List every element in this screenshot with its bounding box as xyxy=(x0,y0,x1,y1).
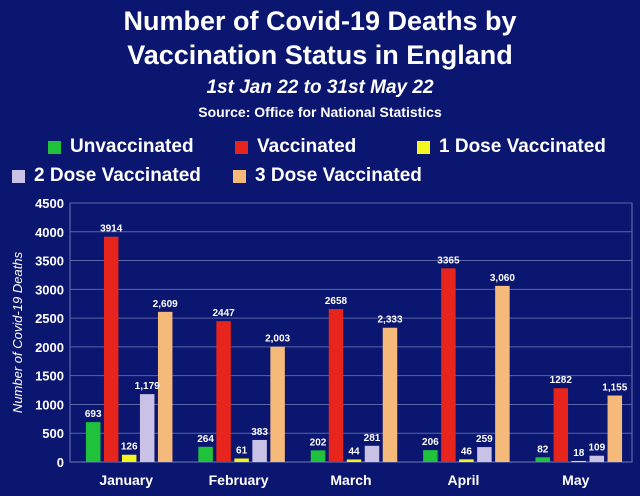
legend-item-vaccinated: Vaccinated xyxy=(235,136,356,158)
chart-source: Source: Office for National Statistics xyxy=(198,104,442,120)
bar xyxy=(234,458,249,462)
bar xyxy=(571,460,587,462)
y-tick-label: 1000 xyxy=(35,397,64,412)
data-label: 44 xyxy=(348,446,360,457)
y-tick-label: 0 xyxy=(57,455,64,470)
legend-swatch-vaccinated xyxy=(235,140,248,154)
y-axis-label: Number of Covid-19 Deaths xyxy=(10,251,25,413)
data-label: 1282 xyxy=(550,375,573,386)
data-label: 383 xyxy=(251,427,268,438)
data-label: 259 xyxy=(476,434,493,445)
data-label: 202 xyxy=(310,437,327,448)
bar xyxy=(103,236,119,462)
legend-swatch-3-dose xyxy=(233,169,246,183)
bar xyxy=(157,311,173,462)
chart-title-line1: Number of Covid-19 Deaths by xyxy=(123,6,517,36)
data-label: 1,179 xyxy=(135,381,160,392)
bar xyxy=(459,459,474,462)
bar xyxy=(382,327,398,462)
bar xyxy=(216,321,231,462)
data-label: 264 xyxy=(197,434,214,445)
data-label: 126 xyxy=(121,442,138,453)
x-category-label: May xyxy=(562,472,589,488)
bar xyxy=(252,439,267,462)
x-category-label: February xyxy=(209,472,269,488)
chart-title-line2: Vaccination Status in England xyxy=(127,40,513,70)
legend-item-3-dose: 3 Dose Vaccinated xyxy=(233,165,422,187)
bar xyxy=(346,459,362,462)
x-category-label: April xyxy=(447,472,479,488)
data-label: 281 xyxy=(364,433,381,444)
data-label: 109 xyxy=(588,443,605,454)
legend-item-2-dose: 2 Dose Vaccinated xyxy=(12,165,201,187)
legend-label-unvaccinated: Unvaccinated xyxy=(70,136,194,157)
data-label: 46 xyxy=(461,446,473,457)
x-category-label: January xyxy=(99,472,153,488)
legend-item-unvaccinated: Unvaccinated xyxy=(48,136,194,158)
data-label: 3365 xyxy=(437,255,460,266)
data-label: 61 xyxy=(236,445,248,456)
bar xyxy=(328,309,344,462)
bar xyxy=(121,454,137,462)
y-tick-label: 1500 xyxy=(35,369,64,384)
legend-label-vaccinated: Vaccinated xyxy=(257,136,357,157)
data-label: 2447 xyxy=(212,308,235,319)
bar xyxy=(495,285,510,462)
bar xyxy=(423,450,438,462)
bar xyxy=(535,457,551,462)
data-label: 3,060 xyxy=(490,273,515,284)
bar xyxy=(553,388,569,462)
chart-subtitle: 1st Jan 22 to 31st May 22 xyxy=(206,77,434,98)
data-label: 1,155 xyxy=(602,383,627,394)
legend-label-3-dose: 3 Dose Vaccinated xyxy=(255,165,422,186)
bar xyxy=(607,395,623,462)
bar xyxy=(364,445,380,462)
data-label: 82 xyxy=(537,444,549,455)
y-tick-label: 500 xyxy=(42,426,64,441)
data-label: 2,609 xyxy=(153,299,178,310)
data-label: 206 xyxy=(422,437,439,448)
y-tick-label: 3500 xyxy=(35,254,64,269)
bar xyxy=(441,268,456,462)
bar xyxy=(85,422,101,462)
y-tick-label: 4000 xyxy=(35,225,64,240)
y-tick-label: 2500 xyxy=(35,311,64,326)
y-tick-label: 4500 xyxy=(35,196,64,211)
data-label: 2658 xyxy=(325,296,348,307)
y-tick-label: 3000 xyxy=(35,282,64,297)
bar xyxy=(270,346,285,462)
data-label: 3914 xyxy=(100,224,123,235)
data-label: 2,333 xyxy=(377,315,402,326)
y-tick-label: 2000 xyxy=(35,340,64,355)
bar xyxy=(198,446,213,462)
legend-swatch-2-dose xyxy=(12,169,25,183)
bar xyxy=(139,394,155,462)
data-label: 18 xyxy=(573,448,585,459)
x-category-label: March xyxy=(330,472,371,488)
legend-swatch-1-dose xyxy=(417,140,430,154)
bar xyxy=(477,447,492,462)
bar xyxy=(310,450,326,462)
legend-item-1-dose: 1 Dose Vaccinated xyxy=(417,136,606,158)
bar xyxy=(589,455,605,462)
data-label: 2,003 xyxy=(265,334,290,345)
legend-label-2-dose: 2 Dose Vaccinated xyxy=(34,165,201,186)
legend-swatch-unvaccinated xyxy=(48,140,61,154)
data-label: 693 xyxy=(85,409,102,420)
legend-label-1-dose: 1 Dose Vaccinated xyxy=(439,136,606,157)
